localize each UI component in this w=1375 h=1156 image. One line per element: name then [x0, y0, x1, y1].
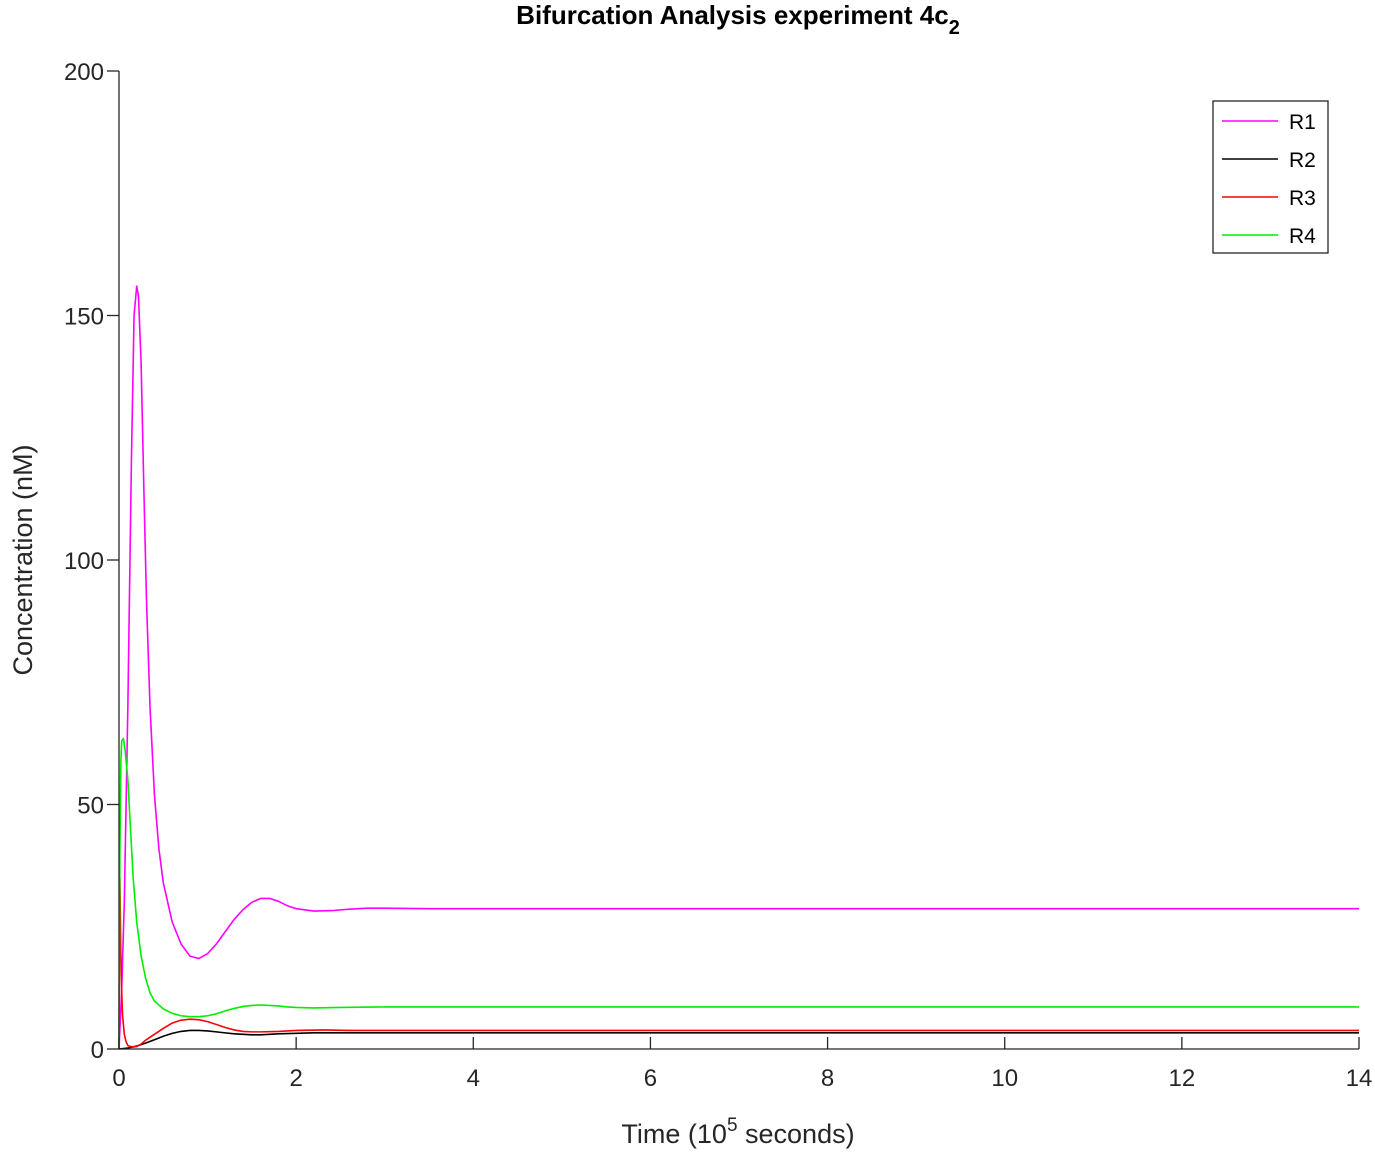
series-line-r4 [118, 737, 1359, 1050]
series-line-r2 [118, 1029, 1359, 1050]
series-line-r1 [118, 285, 1359, 1050]
legend-label-r1: R1 [1289, 111, 1316, 134]
x-axis-label-superscript: 5 [727, 1115, 738, 1136]
y-tick-label: 150 [64, 304, 104, 331]
x-tick-label: 6 [644, 1065, 657, 1092]
y-tick-label: 50 [77, 793, 104, 820]
y-tick-label: 100 [64, 548, 104, 575]
x-ticks: 0 2 4 6 8 10 12 14 [112, 1037, 1372, 1092]
legend-box [1212, 100, 1329, 254]
legend-label-r4: R4 [1289, 225, 1316, 248]
legend-label-r2: R2 [1289, 149, 1316, 172]
title-subscript: 2 [949, 17, 960, 39]
x-tick-label: 14 [1346, 1065, 1373, 1092]
x-tick-label: 0 [112, 1065, 125, 1092]
y-ticks: 0 50 100 150 200 [64, 59, 119, 1064]
chart-title: Bifurcation Analysis experiment 4c2 [516, 0, 960, 39]
series-layer [118, 285, 1359, 1050]
x-tick-label: 2 [289, 1065, 302, 1092]
x-axis-label: Time (105 seconds) [621, 1115, 854, 1149]
y-tick-label: 0 [91, 1037, 104, 1064]
x-tick-label: 12 [1169, 1065, 1196, 1092]
plot-area [119, 71, 1359, 1049]
x-tick-label: 10 [991, 1065, 1018, 1092]
x-tick-label: 4 [467, 1065, 480, 1092]
legend-label-r3: R3 [1289, 187, 1316, 210]
y-tick-label: 200 [64, 59, 104, 86]
x-tick-label: 8 [821, 1065, 834, 1092]
series-line-r3 [118, 877, 1359, 1050]
y-axis-label: Concentration (nM) [8, 444, 38, 675]
legend: R1 R2 R3 R4 [1212, 100, 1329, 254]
plot-background [119, 71, 1359, 1049]
